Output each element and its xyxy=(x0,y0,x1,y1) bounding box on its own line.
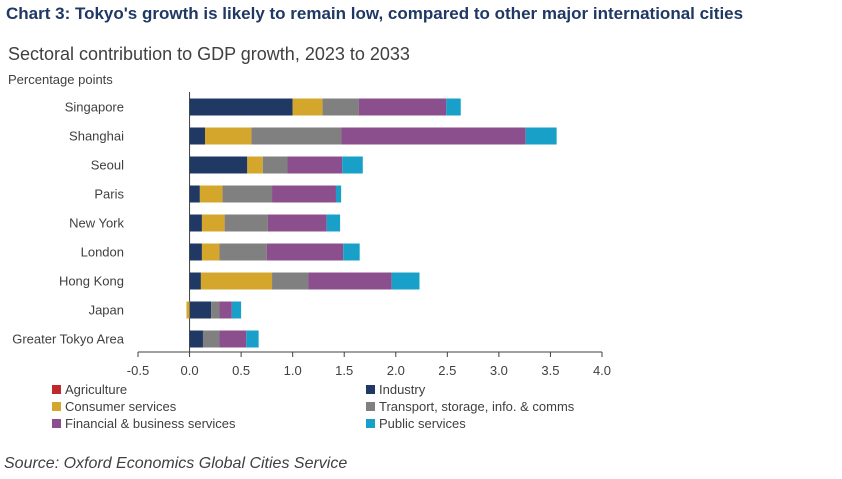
category-label: New York xyxy=(69,216,124,231)
x-tick-label: 1.0 xyxy=(284,363,302,378)
bar-segment xyxy=(267,214,327,232)
legend-swatch xyxy=(366,402,375,411)
bar-segment xyxy=(224,214,268,232)
bar-segment xyxy=(205,127,252,145)
chart-title: Chart 3: Tokyo's growth is likely to rem… xyxy=(6,4,744,23)
x-tick-label: -0.5 xyxy=(127,363,149,378)
x-tick-label: 0.5 xyxy=(232,363,250,378)
category-label: Paris xyxy=(94,187,124,202)
bar-segment xyxy=(189,243,202,261)
legend-swatch xyxy=(52,385,61,394)
bar-segment xyxy=(219,330,247,348)
bar-segment xyxy=(308,272,392,290)
x-tick-label: 2.5 xyxy=(438,363,456,378)
category-label: Hong Kong xyxy=(59,274,124,289)
category-label: Singapore xyxy=(65,100,124,115)
bar-segment xyxy=(189,98,293,116)
bar-segment xyxy=(322,98,359,116)
bar-segment xyxy=(219,301,232,319)
bar-segment xyxy=(525,127,557,145)
legend-swatch xyxy=(366,385,375,394)
legend-swatch xyxy=(366,419,375,428)
bar-segment xyxy=(199,185,223,203)
bar-segment xyxy=(341,127,526,145)
category-label: Seoul xyxy=(91,158,124,173)
x-tick-label: 3.5 xyxy=(541,363,559,378)
bar-segment xyxy=(343,243,360,261)
bar-segment xyxy=(358,98,447,116)
bar-segment xyxy=(189,272,201,290)
unit-label: Percentage points xyxy=(8,72,113,87)
bar-segment xyxy=(246,330,259,348)
x-tick-label: 2.0 xyxy=(387,363,405,378)
bar-segment xyxy=(189,301,212,319)
bar-segment xyxy=(200,272,273,290)
x-tick-label: 3.0 xyxy=(490,363,508,378)
bar-segment xyxy=(211,301,220,319)
bar-segment xyxy=(231,301,242,319)
source-note: Source: Oxford Economics Global Cities S… xyxy=(4,455,348,472)
legend-label: Consumer services xyxy=(65,399,177,414)
bar-segment xyxy=(189,156,248,174)
bar-segment xyxy=(262,156,288,174)
bar-segment xyxy=(326,214,341,232)
category-label: Japan xyxy=(89,303,124,318)
bar-segment xyxy=(287,156,343,174)
bar-segment xyxy=(247,156,263,174)
bar-segment xyxy=(391,272,420,290)
bar-segment xyxy=(201,214,225,232)
category-label: Greater Tokyo Area xyxy=(12,332,125,347)
bar-segment xyxy=(222,185,273,203)
bar-segment xyxy=(189,214,202,232)
category-label: Shanghai xyxy=(69,129,124,144)
bar-segment xyxy=(189,330,203,348)
bar-segment xyxy=(189,127,206,145)
bar-segment xyxy=(272,185,336,203)
legend-label: Public services xyxy=(379,416,466,431)
legend-label: Financial & business services xyxy=(65,416,236,431)
x-tick-label: 4.0 xyxy=(593,363,611,378)
bar-segment xyxy=(342,156,363,174)
bar-segment xyxy=(219,243,267,261)
category-label: London xyxy=(81,245,124,260)
bar-segment xyxy=(335,185,342,203)
bar-segment xyxy=(201,243,220,261)
legend-label: Agriculture xyxy=(65,382,127,397)
bar-segment xyxy=(202,330,220,348)
x-tick-label: 0.0 xyxy=(181,363,199,378)
legend-swatch xyxy=(52,419,61,428)
bar-segment xyxy=(266,243,344,261)
chart-subtitle: Sectoral contribution to GDP growth, 202… xyxy=(8,44,410,64)
legend-label: Industry xyxy=(379,382,426,397)
legend-swatch xyxy=(52,402,61,411)
bar-segment xyxy=(446,98,461,116)
bar-segment xyxy=(292,98,323,116)
bar-segment xyxy=(189,185,200,203)
x-tick-label: 1.5 xyxy=(335,363,353,378)
legend-label: Transport, storage, info. & comms xyxy=(379,399,575,414)
bar-segment xyxy=(186,301,190,319)
bar-segment xyxy=(272,272,309,290)
bar-segment xyxy=(251,127,342,145)
